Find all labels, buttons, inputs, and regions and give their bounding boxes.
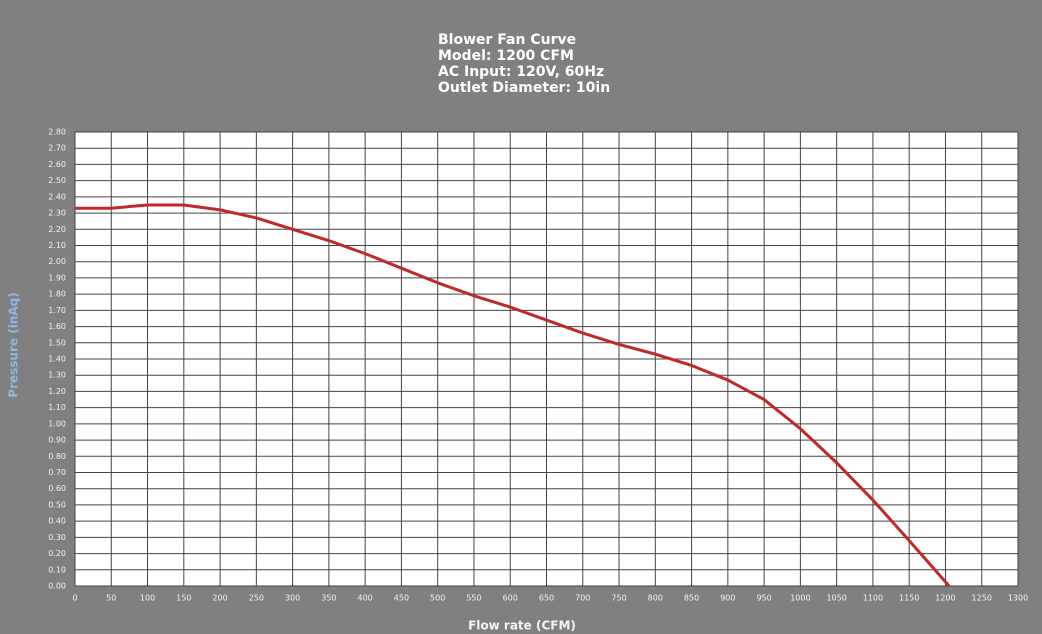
y-tick-label: 1.80	[48, 290, 66, 299]
x-tick-label: 1250	[972, 594, 992, 603]
x-tick-label: 950	[756, 594, 771, 603]
y-tick-label: 0.20	[48, 549, 66, 558]
y-axis-label: Pressure (inAq)	[7, 292, 21, 397]
chart-title: Model: 1200 CFM	[438, 48, 574, 64]
x-tick-label: 100	[140, 594, 155, 603]
x-tick-label: 650	[539, 594, 554, 603]
y-tick-label: 2.20	[48, 225, 66, 234]
x-tick-label: 800	[648, 594, 663, 603]
y-tick-label: 0.30	[48, 533, 66, 542]
x-tick-label: 900	[720, 594, 735, 603]
x-tick-label: 600	[503, 594, 518, 603]
x-axis-label: Flow rate (CFM)	[468, 619, 576, 633]
x-tick-label: 300	[285, 594, 300, 603]
x-tick-label: 1000	[790, 594, 810, 603]
y-tick-label: 1.70	[48, 306, 66, 315]
y-tick-label: 0.40	[48, 517, 66, 526]
y-tick-label: 2.10	[48, 241, 66, 250]
x-tick-label: 150	[176, 594, 191, 603]
x-tick-label: 1300	[1008, 594, 1028, 603]
y-tick-label: 0.80	[48, 452, 66, 461]
y-tick-label: 0.90	[48, 436, 66, 445]
x-tick-label: 50	[106, 594, 116, 603]
y-tick-label: 2.30	[48, 209, 66, 218]
x-tick-label: 850	[684, 594, 699, 603]
y-tick-label: 2.50	[48, 176, 66, 185]
y-tick-label: 0.50	[48, 500, 66, 509]
y-tick-label: 1.60	[48, 322, 66, 331]
x-tick-label: 1150	[899, 594, 919, 603]
x-tick-label: 350	[321, 594, 336, 603]
y-tick-label: 2.60	[48, 160, 66, 169]
y-tick-label: 2.80	[48, 128, 66, 137]
x-tick-label: 750	[611, 594, 626, 603]
y-tick-label: 0.10	[48, 565, 66, 574]
x-tick-label: 1050	[826, 594, 846, 603]
y-tick-label: 2.40	[48, 192, 66, 201]
y-tick-label: 2.00	[48, 257, 66, 266]
chart-title: AC Input: 120V, 60Hz	[438, 64, 604, 80]
x-tick-label: 400	[358, 594, 373, 603]
x-tick-label: 550	[466, 594, 481, 603]
y-tick-label: 2.70	[48, 144, 66, 153]
y-tick-label: 0.60	[48, 484, 66, 493]
y-tick-label: 1.20	[48, 387, 66, 396]
y-tick-label: 0.00	[48, 582, 66, 591]
x-tick-label: 700	[575, 594, 590, 603]
y-tick-label: 1.00	[48, 419, 66, 428]
chart-title: Outlet Diameter: 10in	[438, 80, 610, 96]
y-tick-label: 1.30	[48, 371, 66, 380]
x-tick-label: 1200	[935, 594, 955, 603]
x-tick-label: 250	[249, 594, 264, 603]
y-tick-label: 1.90	[48, 273, 66, 282]
y-tick-label: 0.70	[48, 468, 66, 477]
x-tick-label: 1100	[863, 594, 883, 603]
y-tick-label: 1.50	[48, 338, 66, 347]
x-tick-label: 500	[430, 594, 445, 603]
curve	[75, 203, 951, 587]
x-tick-label: 200	[212, 594, 227, 603]
chart-title: Blower Fan Curve	[438, 32, 576, 48]
y-tick-label: 1.10	[48, 403, 66, 412]
x-tick-label: 450	[394, 594, 409, 603]
x-tick-label: 0	[72, 594, 77, 603]
y-tick-label: 1.40	[48, 355, 66, 364]
